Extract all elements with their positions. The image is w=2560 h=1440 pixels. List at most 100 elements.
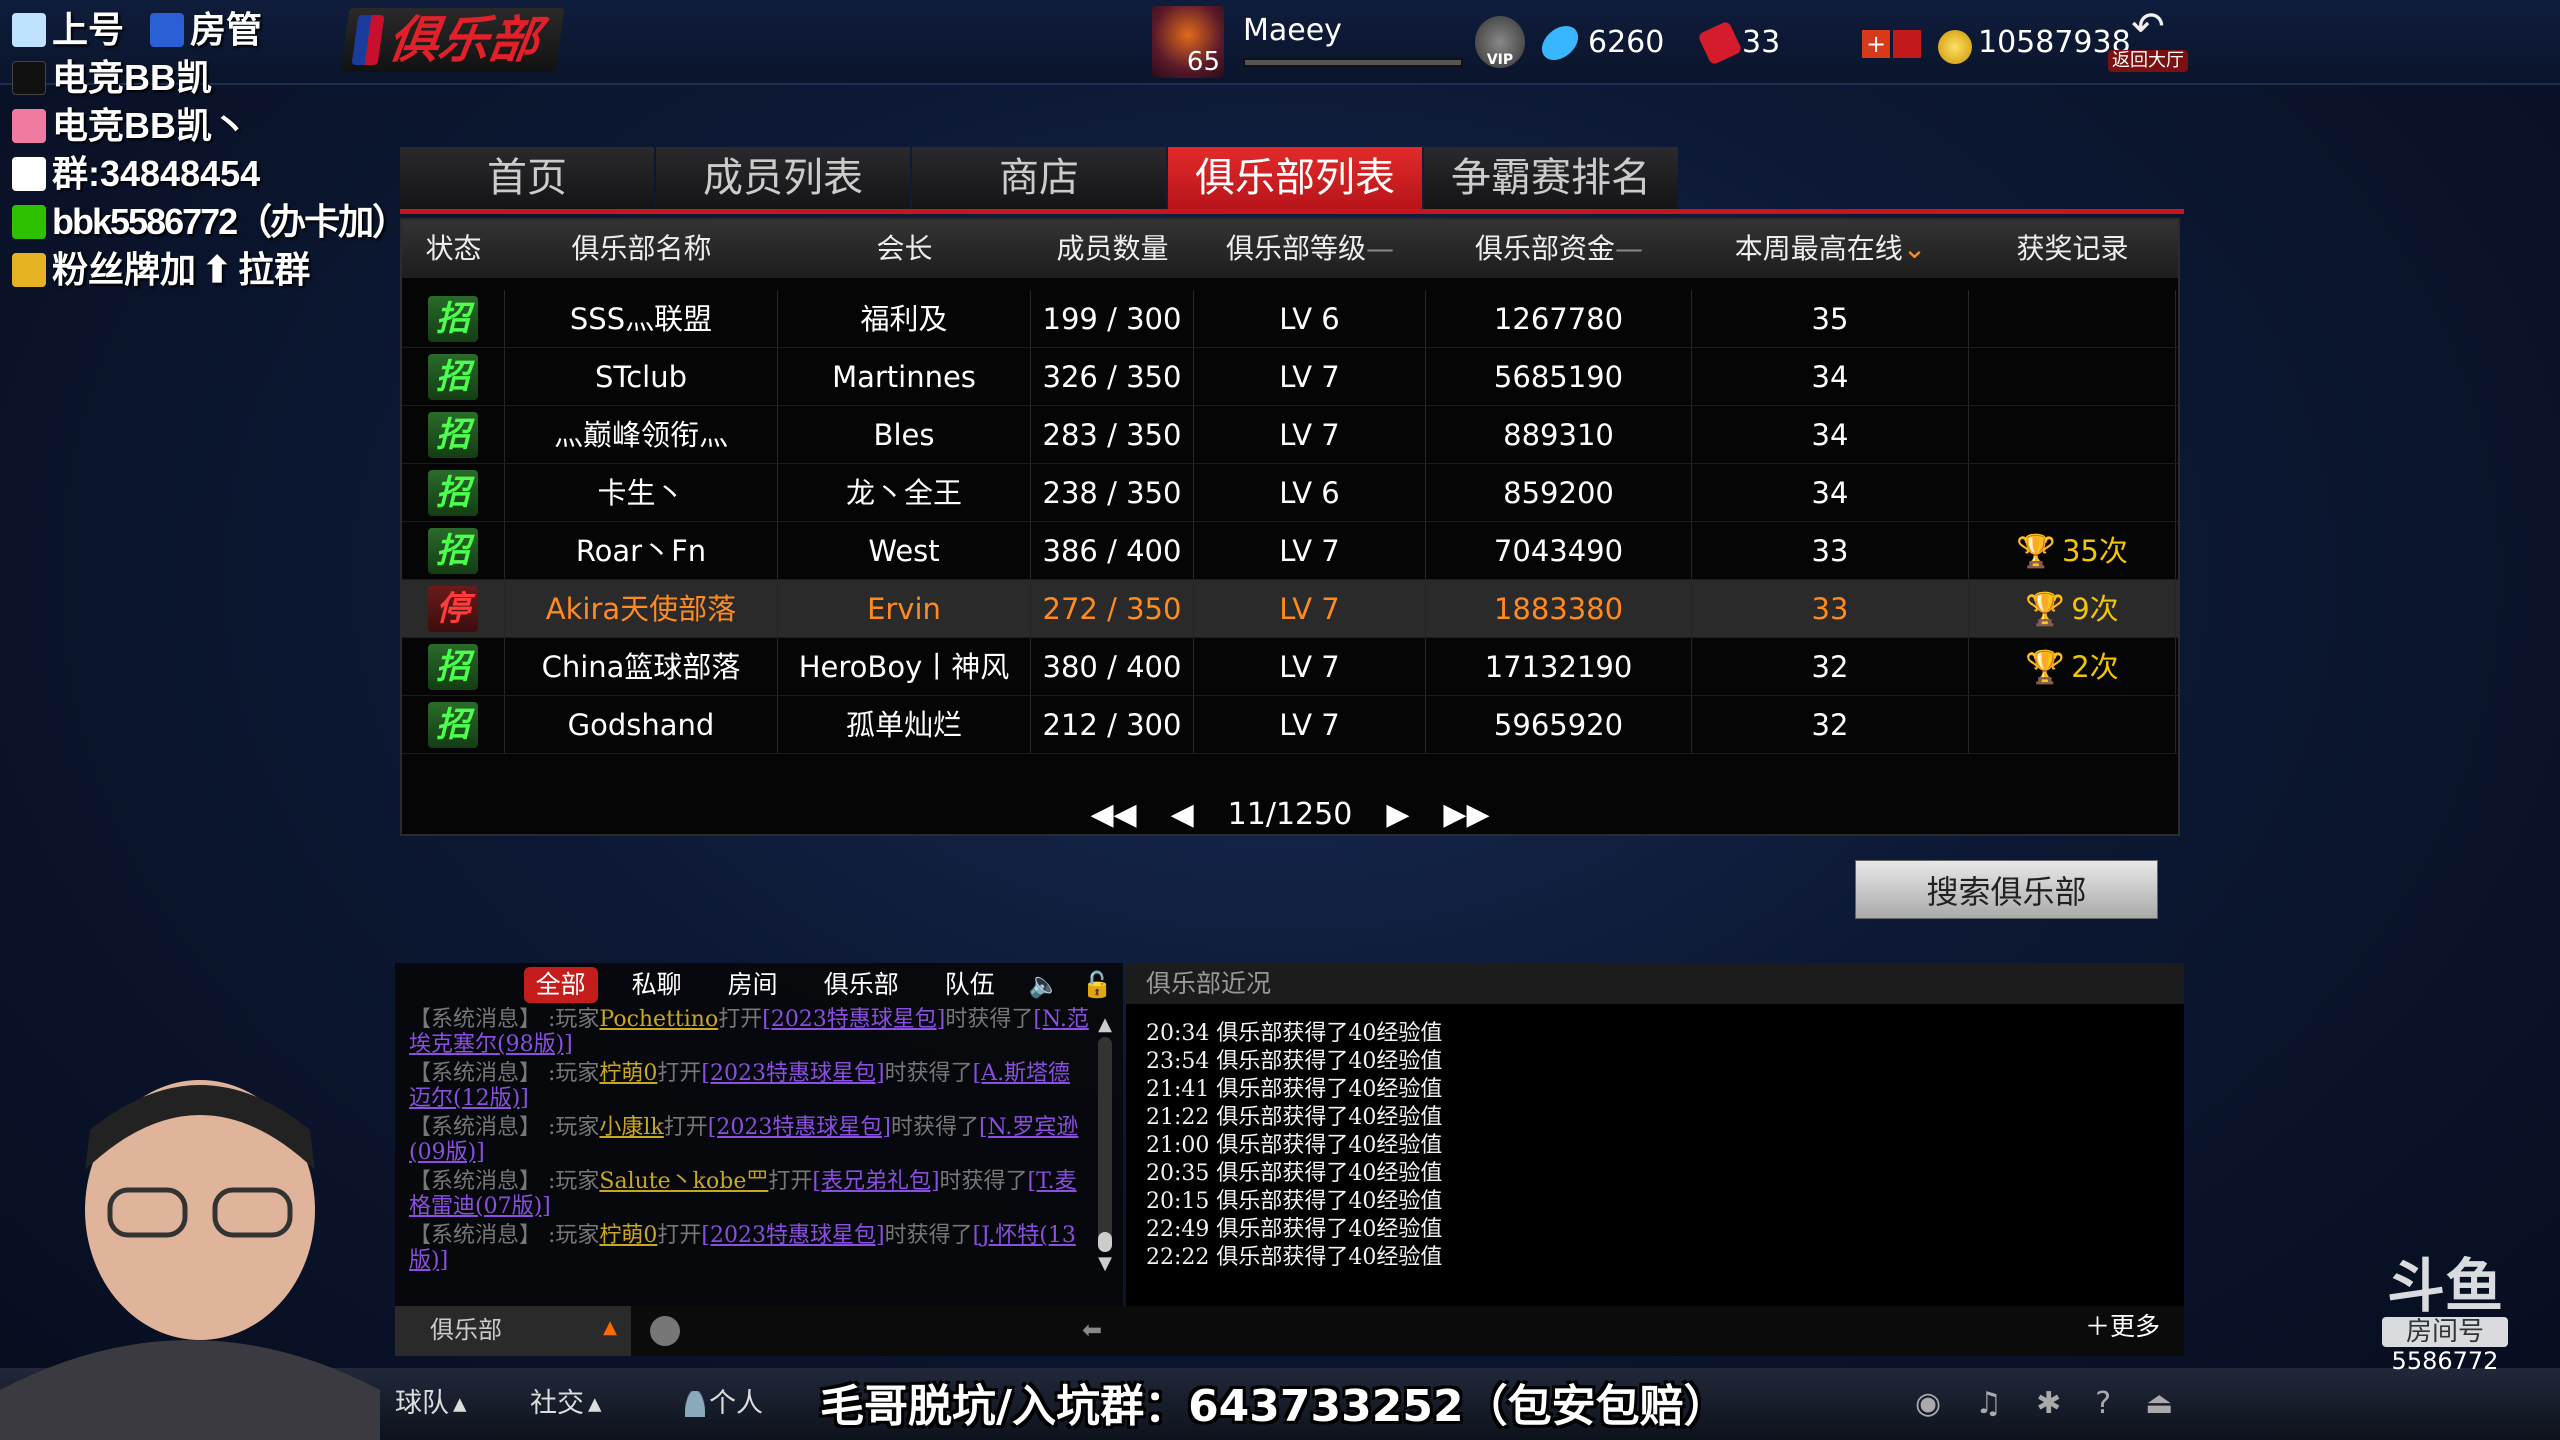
chat-tab-2[interactable]: 房间 bbox=[727, 970, 778, 999]
msg-pack[interactable]: [表兄弟礼包] bbox=[812, 1169, 940, 1194]
msg-item[interactable]: [T.麦格雷迪(07版)] bbox=[409, 1169, 1077, 1219]
chat-tab-1[interactable]: 私聊 bbox=[631, 970, 682, 999]
avatar[interactable]: 65 bbox=[1152, 6, 1224, 78]
cell-members: 238 / 350 bbox=[1031, 464, 1194, 521]
column-header[interactable]: 俱乐部等级 — bbox=[1194, 220, 1426, 278]
exit-icon[interactable]: ⏏ bbox=[2145, 1386, 2174, 1421]
trophy-icon: 🏆 bbox=[2025, 647, 2066, 686]
broadcast-icon[interactable]: ◉ bbox=[1915, 1386, 1942, 1421]
cell-leader: 孤单灿烂 bbox=[778, 696, 1031, 753]
news-item: 21:41 俱乐部获得了40经验值 bbox=[1146, 1077, 1443, 1102]
last-page-button[interactable]: ▶▶ bbox=[1443, 797, 1490, 832]
cell-online: 33 bbox=[1692, 522, 1969, 579]
exchange-icon[interactable] bbox=[1893, 30, 1921, 58]
msg-tail: 时获得了 bbox=[884, 1061, 973, 1086]
vip-icon[interactable]: VIP bbox=[1475, 16, 1525, 68]
overlay-text: 粉丝牌加 bbox=[52, 249, 197, 290]
table-row[interactable]: 招 SSS灬联盟 福利及 199 / 300 LV 6 1267780 35 bbox=[402, 290, 2178, 348]
sort-icon[interactable]: — bbox=[1615, 232, 1643, 265]
speaker-icon[interactable]: 🔈 bbox=[1028, 970, 1060, 999]
tab-0[interactable]: 首页 bbox=[400, 147, 654, 209]
cell-online: 34 bbox=[1692, 406, 1969, 463]
sort-icon[interactable]: — bbox=[1366, 232, 1394, 265]
cell-members: 212 / 300 bbox=[1031, 696, 1194, 753]
chat-tab-0[interactable]: 全部 bbox=[523, 967, 598, 1003]
table-row[interactable]: 招 Roar丶Fn West 386 / 400 LV 7 7043490 33 🏆 35次 bbox=[402, 522, 2178, 580]
team-menu[interactable]: 球队 ▴ bbox=[395, 1388, 467, 1420]
prev-page-button[interactable]: ◀ bbox=[1170, 797, 1194, 832]
chat-input-bar bbox=[395, 1306, 2184, 1356]
next-page-button[interactable]: ▶ bbox=[1386, 797, 1410, 832]
column-header[interactable]: 本周最高在线 ⌄ bbox=[1692, 220, 1969, 278]
tab-4[interactable]: 争霸赛排名 bbox=[1424, 147, 1678, 209]
msg-pack[interactable]: [2023特惠球星包] bbox=[701, 1223, 885, 1248]
table-row[interactable]: 招 Godshand 孤单灿烂 212 / 300 LV 7 5965920 32 bbox=[402, 696, 2178, 754]
sort-desc-icon[interactable]: ⌄ bbox=[1902, 232, 1927, 265]
msg-user[interactable]: 柠萌0 bbox=[599, 1223, 658, 1248]
back-to-lobby-button[interactable]: ↶ 返回大厅 bbox=[2108, 4, 2188, 80]
cell-status: 招 bbox=[402, 696, 505, 753]
cell-fund: 7043490 bbox=[1426, 522, 1692, 579]
column-header[interactable]: 会长 bbox=[778, 220, 1031, 278]
tab-3[interactable]: 俱乐部列表 bbox=[1168, 147, 1422, 209]
scroll-thumb[interactable] bbox=[1098, 1232, 1112, 1252]
msg-item[interactable]: [A.斯塔德迈尔(12版)] bbox=[409, 1061, 1071, 1111]
social-label: 社交 bbox=[530, 1388, 584, 1419]
more-news-button[interactable]: ＋更多 bbox=[2085, 1312, 2161, 1341]
cell-fund: 1883380 bbox=[1426, 580, 1692, 637]
social-menu[interactable]: 社交 ▴ bbox=[530, 1388, 602, 1420]
column-header[interactable]: 获奖记录 bbox=[1969, 220, 2176, 278]
music-icon[interactable]: ♫ bbox=[1975, 1386, 2003, 1421]
add-gold-icon[interactable]: + bbox=[1862, 30, 1890, 58]
table-row[interactable]: 停 Akira天使部落 Ervin 272 / 350 LV 7 1883380 33 🏆 9次 bbox=[402, 580, 2178, 638]
msg-pack[interactable]: [2023特惠球星包] bbox=[701, 1061, 885, 1086]
cell-fund: 1267780 bbox=[1426, 290, 1692, 347]
msg-item[interactable]: [J.怀特(13版)] bbox=[409, 1223, 1076, 1273]
cell-name: STclub bbox=[505, 348, 778, 405]
table-row[interactable]: 招灬巅峰领衔灬 Bles 283 / 350 LV 7 889310 34 bbox=[402, 406, 2178, 464]
lock-icon[interactable]: 🔓 bbox=[1081, 970, 1113, 999]
column-header[interactable]: 状态 bbox=[402, 220, 505, 278]
cell-name: China篮球部落 bbox=[505, 638, 778, 695]
promo-banner: 毛哥脱坑/入坑群：643733252（包安包赔） bbox=[820, 1381, 1728, 1432]
gold-count: 10587938 bbox=[1978, 25, 2131, 60]
chat-tab-4[interactable]: 队伍 bbox=[944, 970, 995, 999]
table-row[interactable]: 招卡生丶 龙丶全王 238 / 350 LV 6 859200 34 bbox=[402, 464, 2178, 522]
column-header[interactable]: 俱乐部名称 bbox=[505, 220, 778, 278]
scroll-down-icon[interactable]: ▼ bbox=[1098, 1253, 1112, 1274]
emoji-icon[interactable] bbox=[650, 1316, 680, 1346]
msg-pack[interactable]: [2023特惠球星包] bbox=[707, 1115, 891, 1140]
status-badge: 招 bbox=[428, 527, 478, 574]
table-row[interactable]: 招 STclub Martinnes 326 / 350 LV 7 5685190 34 bbox=[402, 348, 2178, 406]
table-row[interactable]: 招 China篮球部落 HeroBoy丨神风 380 / 400 LV 7 1713219… bbox=[402, 638, 2178, 696]
column-header[interactable]: 俱乐部资金 — bbox=[1426, 220, 1692, 278]
help-icon[interactable]: ? bbox=[2095, 1386, 2112, 1421]
first-page-button[interactable]: ◀◀ bbox=[1090, 797, 1137, 832]
club-news-panel: 俱乐部近况 20:34 俱乐部获得了40经验值 23:54 俱乐部获得了40经验值… bbox=[1126, 963, 2184, 1306]
gear-icon[interactable]: ✱ bbox=[2036, 1386, 2062, 1421]
send-icon[interactable]: ⬅ bbox=[1082, 1316, 1103, 1344]
personal-menu[interactable]: 个人 bbox=[685, 1388, 763, 1420]
msg-item[interactable]: [N.范埃克塞尔(98版)] bbox=[409, 1007, 1089, 1057]
msg-item[interactable]: [N.罗宾逊(09版)] bbox=[409, 1115, 1079, 1165]
chat-scrollbar[interactable]: ▲ ▼ bbox=[1095, 1015, 1115, 1295]
cell-online: 33 bbox=[1692, 580, 1969, 637]
column-header[interactable]: 成员数量 bbox=[1031, 220, 1194, 278]
news-item: 20:15 俱乐部获得了40经验值 bbox=[1146, 1189, 1443, 1214]
msg-user[interactable]: Pochettino bbox=[599, 1007, 719, 1032]
search-club-button[interactable]: 搜索俱乐部 bbox=[1855, 860, 2158, 919]
tab-1[interactable]: 成员列表 bbox=[656, 147, 910, 209]
msg-user[interactable]: 小康lk bbox=[599, 1115, 664, 1140]
msg-pack[interactable]: [2023特惠球星包] bbox=[762, 1007, 946, 1032]
team-label: 球队 bbox=[395, 1388, 449, 1419]
msg-user[interactable]: Salute丶kobe罒 bbox=[599, 1169, 769, 1194]
msg-prefix: 【系统消息】 :玩家 bbox=[409, 1061, 600, 1086]
tab-2[interactable]: 商店 bbox=[912, 147, 1166, 209]
cell-leader: 福利及 bbox=[778, 290, 1031, 347]
chat-tab-3[interactable]: 俱乐部 bbox=[823, 970, 899, 999]
channel-select[interactable]: 俱乐部 ▲ bbox=[395, 1306, 631, 1356]
msg-user[interactable]: 柠萌0 bbox=[599, 1061, 658, 1086]
scroll-track[interactable] bbox=[1098, 1037, 1112, 1252]
scroll-up-icon[interactable]: ▲ bbox=[1098, 1014, 1112, 1035]
tiktok-icon bbox=[12, 61, 46, 95]
